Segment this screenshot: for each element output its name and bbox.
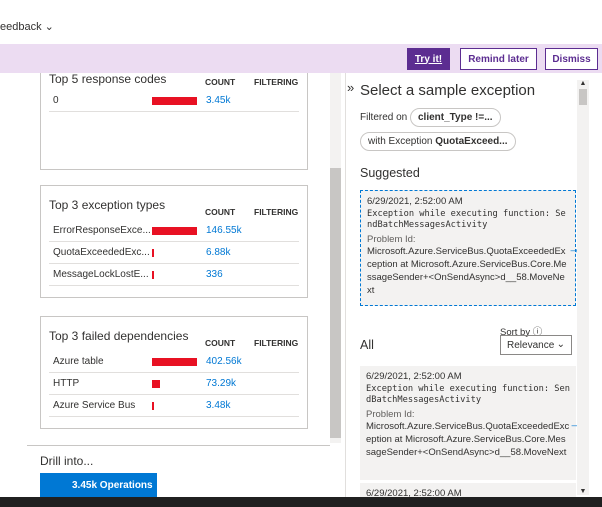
row-name: 0 [53, 95, 59, 106]
filter-label: Filtered on [360, 112, 408, 123]
drill-label: Drill into... [40, 454, 94, 468]
sample-card[interactable]: 6/29/2021, 2:52:00 AM Exception while ex… [360, 366, 582, 480]
sample-card[interactable]: 6/29/2021, 2:52:00 AM [360, 483, 576, 497]
row-count: 3.45k [206, 95, 231, 106]
bar [152, 97, 197, 105]
separator [345, 73, 346, 497]
row[interactable]: MessageLockLostE... 336 [49, 264, 299, 286]
operations-button[interactable]: 3.45k Operations [40, 473, 157, 497]
left-pane: Top 5 response codes COUNT FILTERING 0 3.… [0, 73, 345, 497]
bar [152, 402, 154, 410]
panel: Top 5 response codes COUNT FILTERING 0 3.… [40, 73, 308, 170]
row-count: 73.29k [206, 378, 237, 389]
row[interactable]: Azure table 402.56k [49, 351, 299, 373]
row-name: ErrorResponseExce... [53, 225, 151, 236]
collapse-icon[interactable]: » [347, 80, 355, 95]
row-count: 336 [206, 269, 223, 280]
bar [152, 380, 160, 388]
row-count: 3.48k [206, 400, 231, 411]
section-title: All [360, 338, 374, 352]
row[interactable]: 0 3.45k [49, 90, 299, 112]
sort-label: Sort by ⓘ [500, 327, 543, 338]
column-header: FILTERING [254, 207, 299, 217]
row[interactable]: QuotaExceededExc... 6.88k [49, 242, 299, 264]
sort-value: Relevance [507, 340, 555, 351]
panel: Top 3 failed dependencies COUNT FILTERIN… [40, 316, 308, 429]
taskbar [0, 497, 602, 507]
divider [27, 445, 330, 446]
pane-title: Select a sample exception [360, 82, 536, 99]
scroll-thumb[interactable] [579, 89, 587, 105]
bar [152, 271, 154, 279]
row-count: 6.88k [206, 247, 231, 258]
sample-card[interactable]: 6/29/2021, 2:52:00 AM Exception while ex… [360, 190, 581, 306]
sample-date: 6/29/2021, 2:52:00 AM [366, 371, 462, 382]
sort-text: Sort by [500, 327, 531, 338]
column-header: COUNT [205, 338, 236, 348]
remind-button[interactable]: Remind later [460, 48, 537, 70]
panel-title: Top 3 failed dependencies [49, 329, 189, 343]
column-header: FILTERING [254, 77, 299, 87]
panel-title: Top 3 exception types [49, 198, 166, 212]
row-name: QuotaExceededExc... [53, 247, 150, 258]
sample-message: Exception while executing function: Send… [367, 209, 566, 230]
scrollbar[interactable]: ▲ ▼ [577, 80, 589, 495]
filter-pill[interactable]: client_Type !=... [410, 108, 501, 127]
sample-date: 6/29/2021, 2:52:00 AM [367, 196, 463, 207]
row[interactable]: ErrorResponseExce... 146.55k [49, 220, 299, 242]
dismiss-button[interactable]: Dismiss [545, 48, 598, 70]
filter-pill[interactable]: with Exception QuotaExceed... [360, 132, 516, 151]
column-header: COUNT [205, 207, 236, 217]
filter-prefix: with Exception [368, 136, 433, 147]
problem-id: Microsoft.Azure.ServiceBus.QuotaExceeded… [367, 246, 567, 296]
problem-label: Problem Id: [367, 234, 416, 245]
sample-message: Exception while executing function: Send… [366, 384, 570, 405]
row-name: Azure table [53, 356, 104, 367]
scroll-thumb[interactable] [330, 168, 341, 438]
sample-date: 6/29/2021, 2:52:00 AM [366, 488, 462, 497]
bar [152, 358, 197, 366]
row-name: MessageLockLostE... [53, 269, 149, 280]
row-name: Azure Service Bus [53, 400, 136, 411]
row-count: 402.56k [206, 356, 242, 367]
row[interactable]: Azure Service Bus 3.48k [49, 395, 299, 417]
problem-label: Problem Id: [366, 409, 415, 420]
try-button[interactable]: Try it! [407, 48, 450, 70]
filter-value: client_Type !=... [418, 112, 493, 123]
column-header: COUNT [205, 77, 236, 87]
section-title: Suggested [360, 166, 420, 180]
row-name: HTTP [53, 378, 80, 389]
row-count: 146.55k [206, 225, 242, 236]
feedback-menu[interactable]: eedback ⌄ [0, 21, 54, 33]
problem-id: Microsoft.Azure.ServiceBus.QuotaExceeded… [366, 421, 570, 458]
bar [152, 227, 197, 235]
row[interactable]: HTTP 73.29k [49, 373, 299, 395]
column-header: FILTERING [254, 338, 299, 348]
sort-dropdown[interactable]: Relevance ⌄ [500, 335, 572, 355]
filter-value: QuotaExceed... [435, 136, 508, 147]
bar [152, 249, 154, 257]
scrollbar[interactable] [330, 73, 341, 443]
button-text: 3.45k Operations [72, 479, 153, 491]
panel: Top 3 exception types COUNT FILTERING Er… [40, 185, 308, 298]
feedback-text: eedback [0, 21, 42, 33]
panel-title: Top 5 response codes [49, 73, 167, 86]
